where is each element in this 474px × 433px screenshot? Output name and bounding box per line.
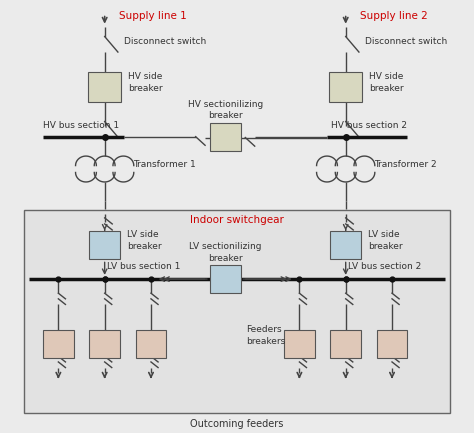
Bar xyxy=(43,330,74,358)
Bar xyxy=(330,330,361,358)
Text: Transformer 2: Transformer 2 xyxy=(374,160,437,169)
Bar xyxy=(89,330,120,358)
Bar xyxy=(330,230,361,259)
Bar xyxy=(377,330,407,358)
Bar xyxy=(329,72,362,102)
Text: LV side
breaker: LV side breaker xyxy=(368,230,403,251)
Text: HV bus section 1: HV bus section 1 xyxy=(43,121,119,130)
Text: Indoor switchgear: Indoor switchgear xyxy=(190,214,284,225)
Text: Supply line 1: Supply line 1 xyxy=(119,11,187,21)
Text: LV bus section 2: LV bus section 2 xyxy=(348,262,421,271)
Text: HV side
breaker: HV side breaker xyxy=(128,72,163,93)
Bar xyxy=(24,210,450,413)
Text: LV sectionilizing
breaker: LV sectionilizing breaker xyxy=(189,242,262,263)
Text: HV side
breaker: HV side breaker xyxy=(369,72,404,93)
Text: Disconnect switch: Disconnect switch xyxy=(124,37,206,46)
Text: HV sectionilizing
breaker: HV sectionilizing breaker xyxy=(188,100,263,120)
Bar xyxy=(136,330,166,358)
Text: HV bus section 2: HV bus section 2 xyxy=(331,121,407,130)
Text: Disconnect switch: Disconnect switch xyxy=(365,37,447,46)
Text: LV side
breaker: LV side breaker xyxy=(127,230,162,251)
Text: Transformer 1: Transformer 1 xyxy=(133,160,196,169)
Bar xyxy=(88,72,121,102)
Text: LV bus section 1: LV bus section 1 xyxy=(107,262,181,271)
Bar xyxy=(284,330,315,358)
Text: Outcoming feeders: Outcoming feeders xyxy=(191,419,283,429)
Text: Supply line 2: Supply line 2 xyxy=(360,11,428,21)
Bar xyxy=(89,230,120,259)
Text: Feeders
breakers: Feeders breakers xyxy=(246,325,286,346)
Bar xyxy=(210,265,240,293)
Bar xyxy=(210,123,240,151)
